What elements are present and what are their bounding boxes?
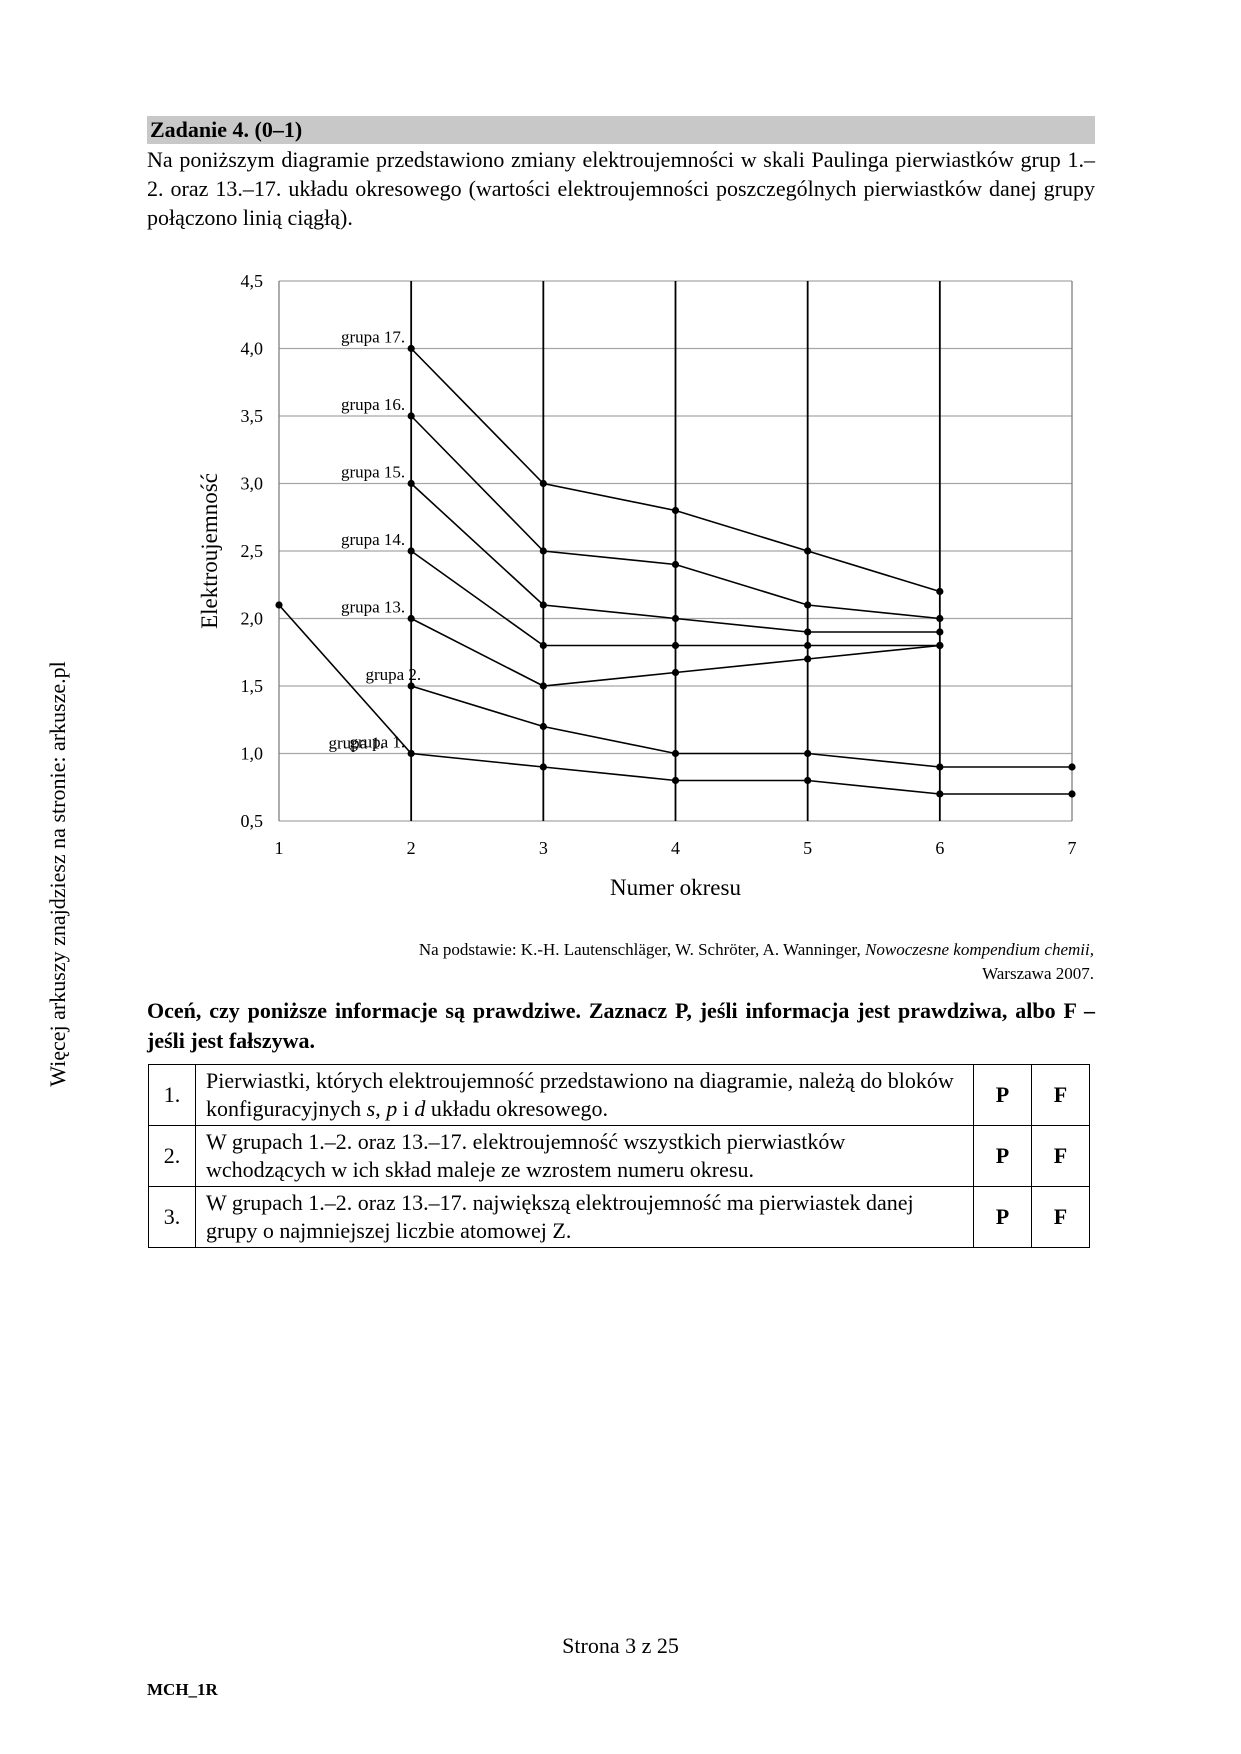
answer-p-option[interactable]: P xyxy=(973,1186,1032,1248)
data-point xyxy=(671,776,680,785)
data-point xyxy=(407,344,415,353)
y-tick-label: 3,5 xyxy=(241,406,264,426)
series-label: grupa 14. xyxy=(341,530,405,549)
exam-code: MCH_1R xyxy=(147,1680,218,1699)
data-point xyxy=(936,614,944,623)
statement-row: 1. Pierwiastki, których elektroujemność … xyxy=(148,1064,1090,1126)
series-label: grupa 1. xyxy=(349,733,405,752)
data-point xyxy=(936,641,944,650)
source-citation: Na podstawie: K.-H. Lautenschläger, W. S… xyxy=(160,938,1094,986)
answer-p-option[interactable]: P xyxy=(973,1125,1032,1187)
data-point xyxy=(671,506,680,515)
data-point xyxy=(804,776,812,785)
x-tick-label: 5 xyxy=(803,838,812,858)
data-point xyxy=(539,722,547,731)
x-tick-label: 1 xyxy=(275,838,284,858)
question-instruction: Oceń, czy poniższe informacje są prawdzi… xyxy=(147,998,1095,1053)
data-point xyxy=(804,601,812,609)
y-tick-label: 4,0 xyxy=(241,339,264,359)
data-point xyxy=(539,601,547,609)
series-line xyxy=(410,685,1072,768)
data-point xyxy=(936,790,944,798)
y-axis-title: Elektroujemność xyxy=(197,473,222,629)
data-point xyxy=(804,641,812,650)
y-tick-label: 2,5 xyxy=(241,541,264,561)
data-point xyxy=(936,628,944,636)
true-false-table: 1. Pierwiastki, których elektroujemność … xyxy=(148,1064,1090,1248)
data-point xyxy=(804,655,812,663)
data-point xyxy=(1068,763,1076,771)
statement-text: Pierwiastki, których elektroujemność prz… xyxy=(195,1064,974,1126)
answer-f-option[interactable]: F xyxy=(1031,1186,1090,1248)
x-tick-label: 4 xyxy=(671,838,680,858)
x-axis-title: Numer okresu xyxy=(610,875,741,900)
source-book-title: Nowoczesne kompendium chemii, xyxy=(865,940,1094,959)
data-point xyxy=(539,763,547,771)
statement-row: 3. W grupach 1.–2. oraz 13.–17. najwięks… xyxy=(148,1186,1090,1248)
x-tick-label: 7 xyxy=(1068,838,1077,858)
data-point xyxy=(936,763,944,771)
data-point xyxy=(407,614,415,623)
y-tick-label: 0,5 xyxy=(241,811,264,831)
statement-text: W grupach 1.–2. oraz 13.–17. największą … xyxy=(195,1186,974,1248)
source-prefix: Na podstawie: K.-H. Lautenschläger, W. S… xyxy=(418,940,866,959)
data-point xyxy=(407,547,415,555)
data-point xyxy=(671,614,680,623)
data-point xyxy=(407,412,415,420)
statement-row: 2. W grupach 1.–2. oraz 13.–17. elektrou… xyxy=(148,1125,1090,1187)
data-point xyxy=(275,601,283,609)
data-point xyxy=(936,587,944,596)
statement-number: 2. xyxy=(148,1125,196,1187)
series-label: grupa 16. xyxy=(341,395,405,414)
data-point xyxy=(539,547,547,555)
data-point xyxy=(671,560,680,569)
series-label: grupa 1. xyxy=(328,734,384,753)
data-point xyxy=(407,479,415,488)
data-point xyxy=(539,479,547,488)
y-tick-label: 3,0 xyxy=(241,474,264,494)
electronegativity-chart: 0,5 1,0 1,5 2,0 2,5 3,0 3,5 4,0 4,5 1 2 3 4 5 6 7 Numer … xyxy=(197,271,1077,900)
statement-text: W grupach 1.–2. oraz 13.–17. elektroujem… xyxy=(195,1125,974,1187)
statement-number: 1. xyxy=(148,1064,196,1126)
data-point xyxy=(1068,790,1076,798)
page-number: Strona 3 z 25 xyxy=(562,1633,679,1658)
series-label: grupa 13. xyxy=(341,598,405,617)
data-point xyxy=(407,749,415,758)
data-point xyxy=(804,749,812,758)
data-point xyxy=(539,641,547,650)
data-point xyxy=(671,749,680,758)
answer-p-option[interactable]: P xyxy=(973,1064,1032,1126)
answer-f-option[interactable]: F xyxy=(1031,1064,1090,1126)
data-point xyxy=(804,547,812,555)
answer-f-option[interactable]: F xyxy=(1031,1125,1090,1187)
task-title: Zadanie 4. (0–1) xyxy=(147,116,1095,144)
series-label: grupa 17. xyxy=(341,328,405,347)
data-point xyxy=(671,668,680,677)
series-label: grupa 15. xyxy=(341,463,405,482)
source-place: Warszawa 2007. xyxy=(982,964,1094,983)
x-tick-label: 6 xyxy=(935,838,944,858)
series-label: grupa 2. xyxy=(365,665,421,684)
y-tick-label: 1,5 xyxy=(241,676,264,696)
data-point xyxy=(804,628,812,636)
y-tick-label: 1,0 xyxy=(241,744,264,764)
data-point xyxy=(539,682,547,690)
statement-number: 3. xyxy=(148,1186,196,1248)
data-point xyxy=(671,641,680,650)
y-tick-label: 4,5 xyxy=(241,271,264,291)
data-point xyxy=(407,682,415,690)
y-tick-label: 2,0 xyxy=(241,609,264,629)
x-tick-label: 3 xyxy=(539,838,548,858)
x-tick-label: 2 xyxy=(407,838,416,858)
task-intro: Na poniższym diagramie przedstawiono zmi… xyxy=(147,147,1095,230)
